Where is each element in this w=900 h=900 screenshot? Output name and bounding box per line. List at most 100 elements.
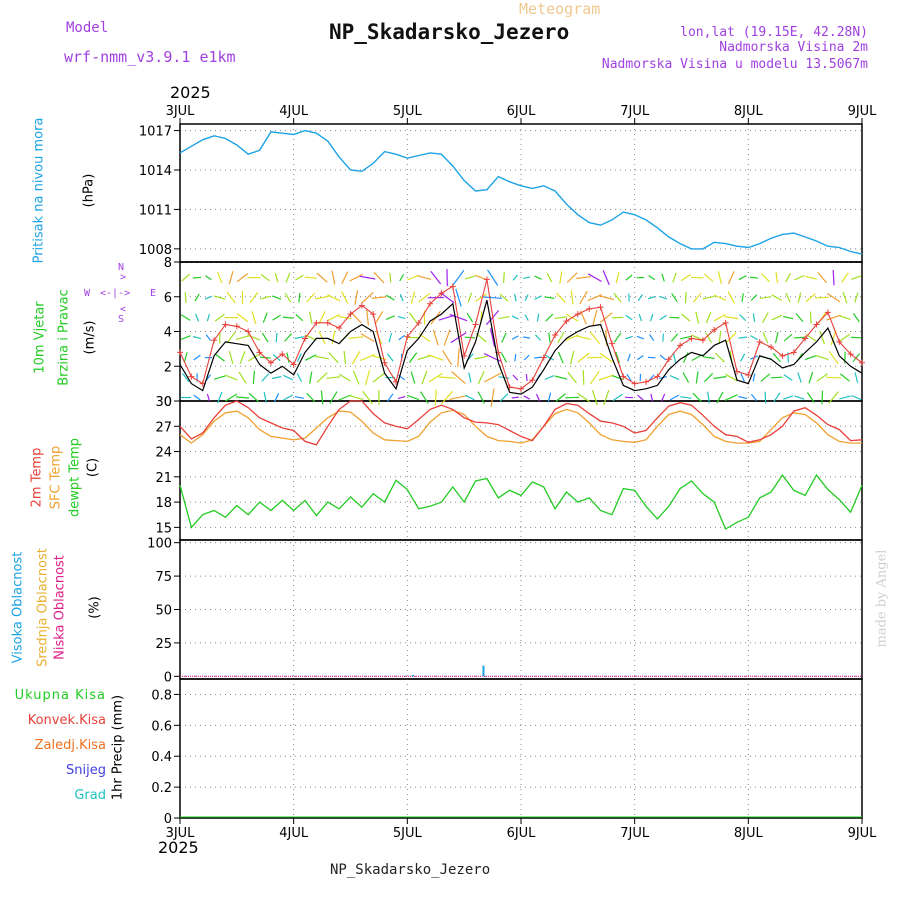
wind-arrow xyxy=(214,353,225,362)
wind-arrow xyxy=(273,392,280,403)
wind-arrow xyxy=(226,291,236,304)
wind-arrow xyxy=(808,371,814,384)
high-cloud-bar xyxy=(412,674,415,677)
wind-arrow xyxy=(193,394,201,401)
wind-arrow xyxy=(271,295,282,300)
wind-gust-marker xyxy=(472,321,479,328)
wind-arrow xyxy=(680,274,691,282)
x-tick-label-top: 3JUL xyxy=(166,104,196,119)
wind-arrow xyxy=(613,332,622,343)
wind-gust-marker xyxy=(608,340,615,347)
wind-arrow xyxy=(556,292,566,303)
wind-arrow xyxy=(284,292,292,303)
wind-gust-marker xyxy=(245,328,252,335)
wind-arrow xyxy=(352,370,360,385)
wind-arrow xyxy=(672,272,677,283)
wind-arrow xyxy=(296,353,302,362)
wind-arrow xyxy=(579,290,588,305)
wind-arrow xyxy=(338,373,351,382)
wind-arrow xyxy=(702,356,715,359)
wind-arrow xyxy=(341,291,349,304)
x-tick-label-bottom: 3JUL xyxy=(166,826,196,841)
wind-arrow xyxy=(544,375,555,381)
y-tick-label: 21 xyxy=(155,471,172,486)
wind-arrow xyxy=(727,271,735,285)
wind-arrow xyxy=(738,396,748,400)
wind-arrow xyxy=(713,294,727,301)
wind-arrow xyxy=(272,314,282,321)
wind-arrow xyxy=(702,295,715,300)
wind-speed-line xyxy=(179,300,863,395)
wind-arrow xyxy=(484,372,502,383)
wind-arrow xyxy=(738,274,747,281)
wind-gust-marker xyxy=(790,349,797,356)
wind-arrow xyxy=(399,293,404,302)
wind-arrow xyxy=(576,335,591,340)
wind-arrow xyxy=(637,394,644,401)
wind-arrow xyxy=(443,329,451,346)
wind-arrow xyxy=(771,314,783,321)
wind-gust-marker xyxy=(256,349,263,356)
wind-arrow xyxy=(741,293,744,302)
wind-arrow xyxy=(364,369,371,386)
x-tick-label-bottom: 5JUL xyxy=(393,826,423,841)
wind-arrow xyxy=(316,372,328,383)
wind-arrow xyxy=(206,313,210,322)
wind-arrow xyxy=(773,392,781,403)
wind-arrow xyxy=(544,296,555,299)
wind-arrow xyxy=(598,374,614,381)
y-tick-label: 8 xyxy=(164,256,172,271)
y-tick-label: 0 xyxy=(164,812,172,827)
x-tick-label-top: 7JUL xyxy=(620,104,650,119)
wind-gust-marker xyxy=(779,352,786,359)
wind-arrow xyxy=(252,370,256,385)
wind-arrow xyxy=(839,315,851,320)
wind-gust-marker xyxy=(699,337,706,344)
wind-arrow xyxy=(524,294,529,301)
wind-arrow xyxy=(842,291,848,304)
y-tick-label: 100 xyxy=(147,537,172,552)
wind-arrow xyxy=(714,352,725,363)
wind-arrow xyxy=(418,292,431,303)
wind-arrow xyxy=(192,276,202,279)
wind-arrow xyxy=(498,315,510,320)
wind-arrow xyxy=(294,396,305,399)
wind-arrow xyxy=(817,272,827,284)
wind-arrow xyxy=(636,335,644,340)
wind-arrow xyxy=(305,354,317,361)
station-title: NP_Skadarsko_Jezero xyxy=(329,20,570,44)
sfc-temp-line xyxy=(179,408,862,444)
wind-arrow xyxy=(727,291,736,304)
wind-arrow xyxy=(407,274,420,281)
wind-arrow xyxy=(636,355,644,361)
wind-arrow xyxy=(828,391,839,404)
wind-arrow xyxy=(750,394,758,402)
wind-arrow xyxy=(315,295,330,300)
dewpoint-temp-line xyxy=(179,473,863,530)
wind-arrow xyxy=(248,353,260,362)
footer-station: NP_Skadarsko_Jezero xyxy=(330,862,491,878)
wind-arrow xyxy=(523,336,531,339)
wind-arrow xyxy=(647,295,656,300)
wind-arrow xyxy=(455,288,462,307)
wind-arrow xyxy=(361,291,374,304)
lonlat-label: lon,lat (19.15E, 42.28N) xyxy=(680,25,868,40)
wind-arrow xyxy=(225,393,238,402)
wind-gust-marker xyxy=(597,304,604,311)
wind-arrow xyxy=(554,375,567,380)
wind-arrow xyxy=(214,313,225,322)
wind-arrow xyxy=(566,272,578,283)
wind-arrow xyxy=(661,273,665,282)
wind-arrow xyxy=(439,292,455,304)
x-tick-label-bottom: 8JUL xyxy=(734,826,764,841)
wind-arrow xyxy=(180,335,191,341)
wind-arrow xyxy=(613,292,622,303)
wind-arrow xyxy=(235,396,250,399)
wind-arrow xyxy=(797,292,802,303)
wind-arrow xyxy=(680,396,692,399)
wind-arrow xyxy=(486,269,499,286)
wind-arrow xyxy=(648,275,656,281)
wind-arrow xyxy=(236,313,249,323)
wind-arrow xyxy=(557,351,564,364)
y-tick-label: 24 xyxy=(155,446,172,461)
